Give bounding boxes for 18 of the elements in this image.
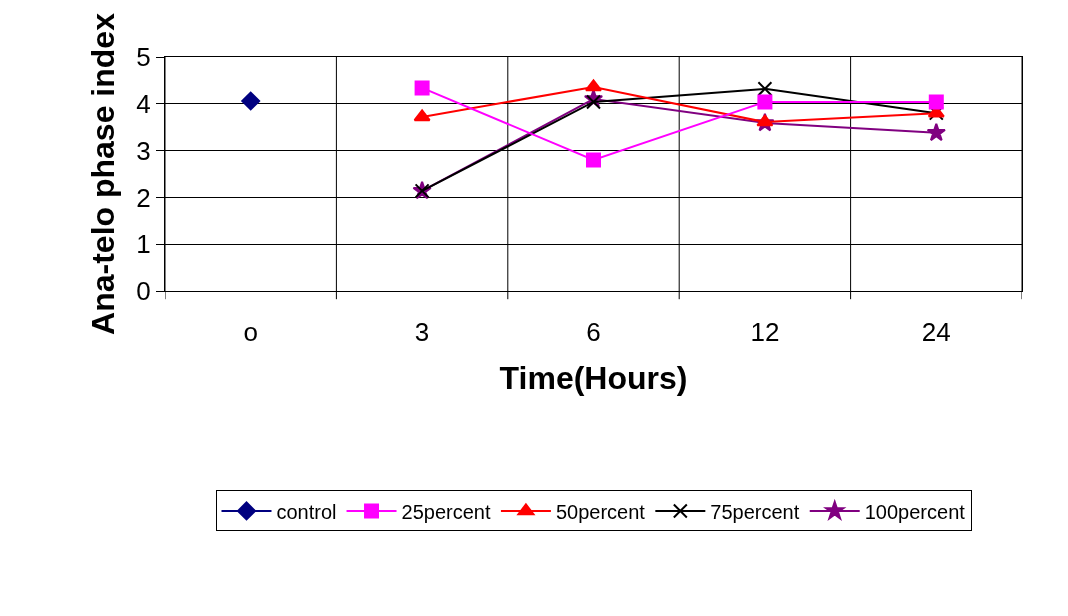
legend-label: control <box>276 500 337 523</box>
y-axis-title: Ana-telo phase index <box>84 12 121 335</box>
y-tick-label: 1 <box>136 229 151 260</box>
legend-label: 75percent <box>710 500 800 523</box>
legend-label: 50percent <box>555 500 646 523</box>
legend-label: 100percent <box>864 500 966 523</box>
x-tick-label: 3 <box>414 317 430 348</box>
y-tick-label: 3 <box>136 135 151 166</box>
x-tick-label: 6 <box>586 317 601 348</box>
x-tick-label: o <box>243 317 258 348</box>
y-tick-label: 0 <box>136 276 151 307</box>
y-tick-label: 2 <box>136 182 151 213</box>
y-tick-label: 4 <box>136 88 151 119</box>
legend-label: 25percent <box>401 500 491 523</box>
y-tick-label: 5 <box>136 42 151 73</box>
x-axis-title: Time(Hours) <box>499 360 688 397</box>
x-tick-label: 24 <box>921 317 951 348</box>
x-tick-label: 12 <box>750 317 780 348</box>
